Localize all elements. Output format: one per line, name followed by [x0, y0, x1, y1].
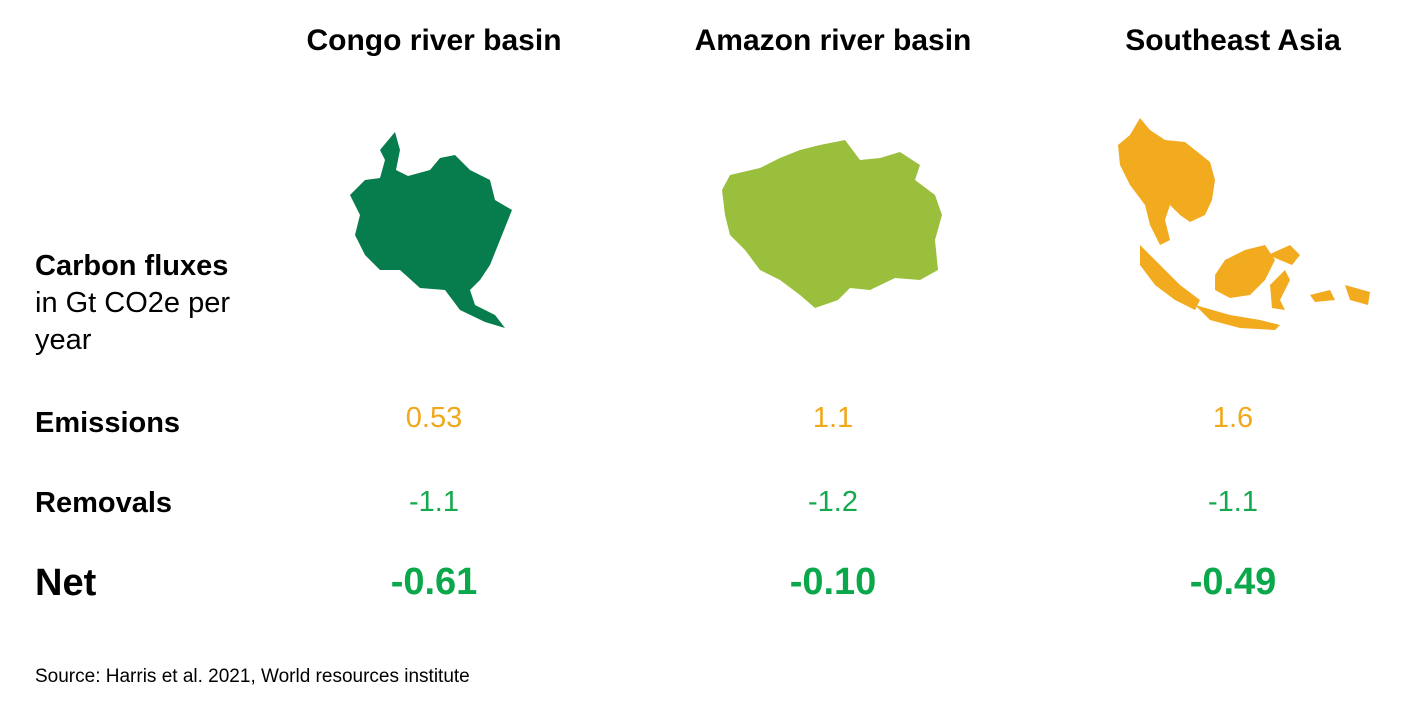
removals-value: -1.2 [808, 486, 858, 518]
net-value: -0.49 [1189, 561, 1277, 603]
removals-value: -1.1 [409, 486, 459, 518]
removals-value: -1.1 [1208, 486, 1258, 518]
emissions-value: 1.6 [1212, 402, 1254, 434]
row-label: Net [35, 562, 97, 604]
net-value: -0.10 [789, 561, 877, 603]
amazon-map [722, 140, 942, 308]
congo-map [350, 132, 512, 328]
net-value: -0.61 [390, 561, 478, 603]
emissions-value: 1.1 [812, 402, 854, 434]
source-note: Source: Harris et al. 2021, World resour… [35, 666, 470, 687]
emissions-value: 0.53 [405, 402, 463, 434]
row-header-title: Carbon fluxes [35, 250, 229, 282]
column-title: Amazon river basin [694, 24, 972, 57]
row-label: Emissions [35, 407, 181, 439]
column-title: Southeast Asia [1125, 24, 1341, 57]
row-label: Removals [35, 487, 173, 519]
column-title: Congo river basin [306, 24, 562, 57]
southeast-asia-map [1118, 118, 1370, 330]
row-header-subtitle: in Gt CO2e per year [35, 287, 231, 356]
row-header: Carbon fluxes in Gt CO2e per year [35, 248, 275, 359]
